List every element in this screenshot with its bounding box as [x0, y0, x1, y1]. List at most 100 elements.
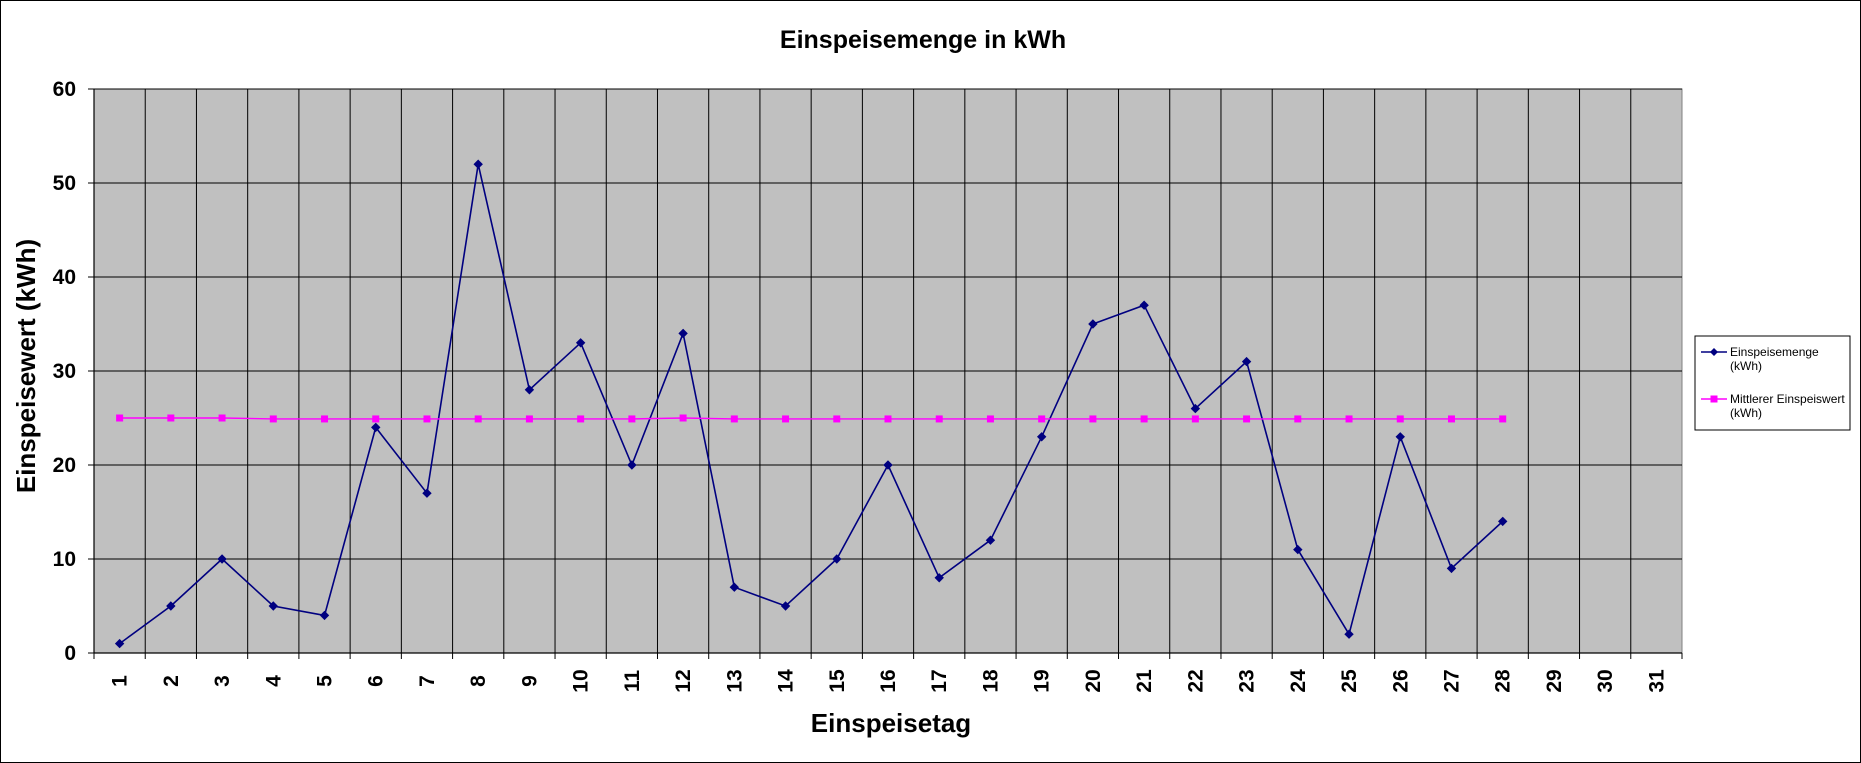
data-point-square [833, 415, 841, 423]
data-point-diamond [473, 159, 483, 169]
data-point-square [1345, 415, 1353, 423]
data-point-diamond [524, 385, 535, 395]
data-point-diamond [1344, 629, 1354, 639]
data-point-diamond [678, 328, 688, 339]
x-tick-label: 29 [1543, 669, 1566, 692]
data-point-diamond [832, 554, 842, 564]
x-tick-label: 16 [877, 669, 900, 692]
legend: Einspeisemenge(kWh)Mittlerer Einspeiswer… [1694, 335, 1851, 431]
data-point-square [782, 415, 790, 423]
chart-title: Einspeisemenge in kWh [780, 26, 1066, 54]
data-point-square [986, 415, 994, 423]
legend-box [1694, 335, 1851, 431]
x-tick-label: 24 [1287, 669, 1310, 693]
series-line [119, 417, 1503, 420]
data-point-diamond [1088, 319, 1098, 329]
x-tick-label: 11 [621, 670, 644, 693]
x-tick-label: 27 [1440, 669, 1463, 692]
data-point-square [1038, 415, 1046, 423]
data-point-square [474, 415, 482, 423]
data-point-square [116, 414, 124, 422]
data-point-square [628, 415, 636, 423]
data-point-diamond [422, 488, 432, 498]
data-point-diamond [934, 573, 944, 583]
data-point-square [372, 415, 380, 423]
data-point-square [1499, 415, 1507, 423]
legend-marker-square [1710, 395, 1718, 403]
x-tick-label: 19 [1031, 669, 1054, 692]
legend-marker-diamond [1710, 348, 1718, 356]
data-point-diamond [985, 535, 996, 545]
series-group [114, 159, 1508, 649]
x-axis-title: Einspeisetag [811, 708, 971, 738]
data-point-diamond [883, 460, 893, 470]
y-tick-label: 50 [53, 172, 76, 195]
data-point-diamond [729, 582, 740, 592]
y-tick-label: 0 [64, 642, 76, 665]
data-point-square [218, 414, 226, 422]
data-point-square [730, 415, 738, 423]
x-tick-label: 26 [1389, 669, 1412, 692]
x-tick-label: 28 [1492, 669, 1515, 693]
data-point-diamond [627, 460, 637, 470]
x-tick-label: 4 [262, 675, 285, 687]
x-tick-label: 14 [775, 669, 798, 693]
data-point-diamond [114, 638, 125, 649]
data-point-square [1447, 415, 1455, 423]
y-tick-label: 30 [53, 360, 76, 383]
y-tick-label: 10 [53, 548, 76, 571]
data-point-square [884, 415, 892, 423]
data-point-diamond [1190, 403, 1201, 414]
legend-item: Mittlerer Einspeiswert(kWh) [1701, 392, 1845, 420]
x-tick-label: 30 [1594, 669, 1617, 692]
data-point-diamond [575, 338, 586, 348]
x-tick-label: 13 [723, 669, 746, 692]
legend-label: Einspeisemenge [1730, 345, 1819, 359]
data-point-square [935, 415, 943, 423]
x-tick-label: 23 [1236, 669, 1259, 692]
x-tick-label: 12 [672, 669, 695, 692]
data-point-diamond [268, 601, 278, 611]
data-point-diamond [1241, 356, 1252, 367]
x-tick-label: 8 [467, 675, 490, 687]
data-point-diamond [1446, 563, 1457, 574]
data-point-square [1396, 415, 1404, 423]
x-tick-label: 10 [570, 669, 593, 692]
legend-item: Einspeisemenge(kWh) [1701, 345, 1819, 373]
y-tick-label: 40 [53, 266, 76, 289]
x-tick-label: 1 [109, 675, 132, 687]
legend-label: (kWh) [1730, 359, 1762, 373]
data-point-square [167, 414, 175, 422]
data-point-square [269, 415, 277, 423]
series-line [119, 164, 1504, 645]
x-tick-label: 22 [1184, 669, 1207, 692]
x-tick-label: 2 [160, 675, 183, 687]
data-point-square [679, 414, 687, 422]
y-tick-label: 60 [53, 78, 76, 101]
data-point-diamond [1498, 516, 1508, 527]
data-point-square [525, 415, 533, 423]
data-point-diamond [371, 422, 381, 433]
x-tick-label: 18 [979, 669, 1002, 693]
legend-label: (kWh) [1730, 406, 1762, 420]
data-point-square [577, 415, 585, 423]
x-tick-label: 20 [1082, 669, 1105, 692]
x-tick-label: 21 [1133, 669, 1156, 693]
data-point-diamond [1395, 432, 1405, 442]
x-tick-label: 3 [211, 675, 234, 687]
series-group [116, 414, 1507, 423]
data-point-diamond [1139, 300, 1149, 310]
data-point-diamond [780, 601, 791, 611]
x-tick-label: 9 [518, 675, 541, 687]
x-tick-label: 15 [826, 669, 849, 693]
data-point-diamond [217, 554, 227, 564]
data-point-square [1191, 415, 1199, 423]
y-tick-label: 20 [53, 454, 76, 477]
x-tick-label: 17 [928, 669, 951, 692]
x-tick-label: 31 [1645, 669, 1668, 693]
data-point-diamond [166, 601, 176, 611]
data-point-square [1243, 415, 1251, 423]
data-point-diamond [1036, 432, 1047, 442]
